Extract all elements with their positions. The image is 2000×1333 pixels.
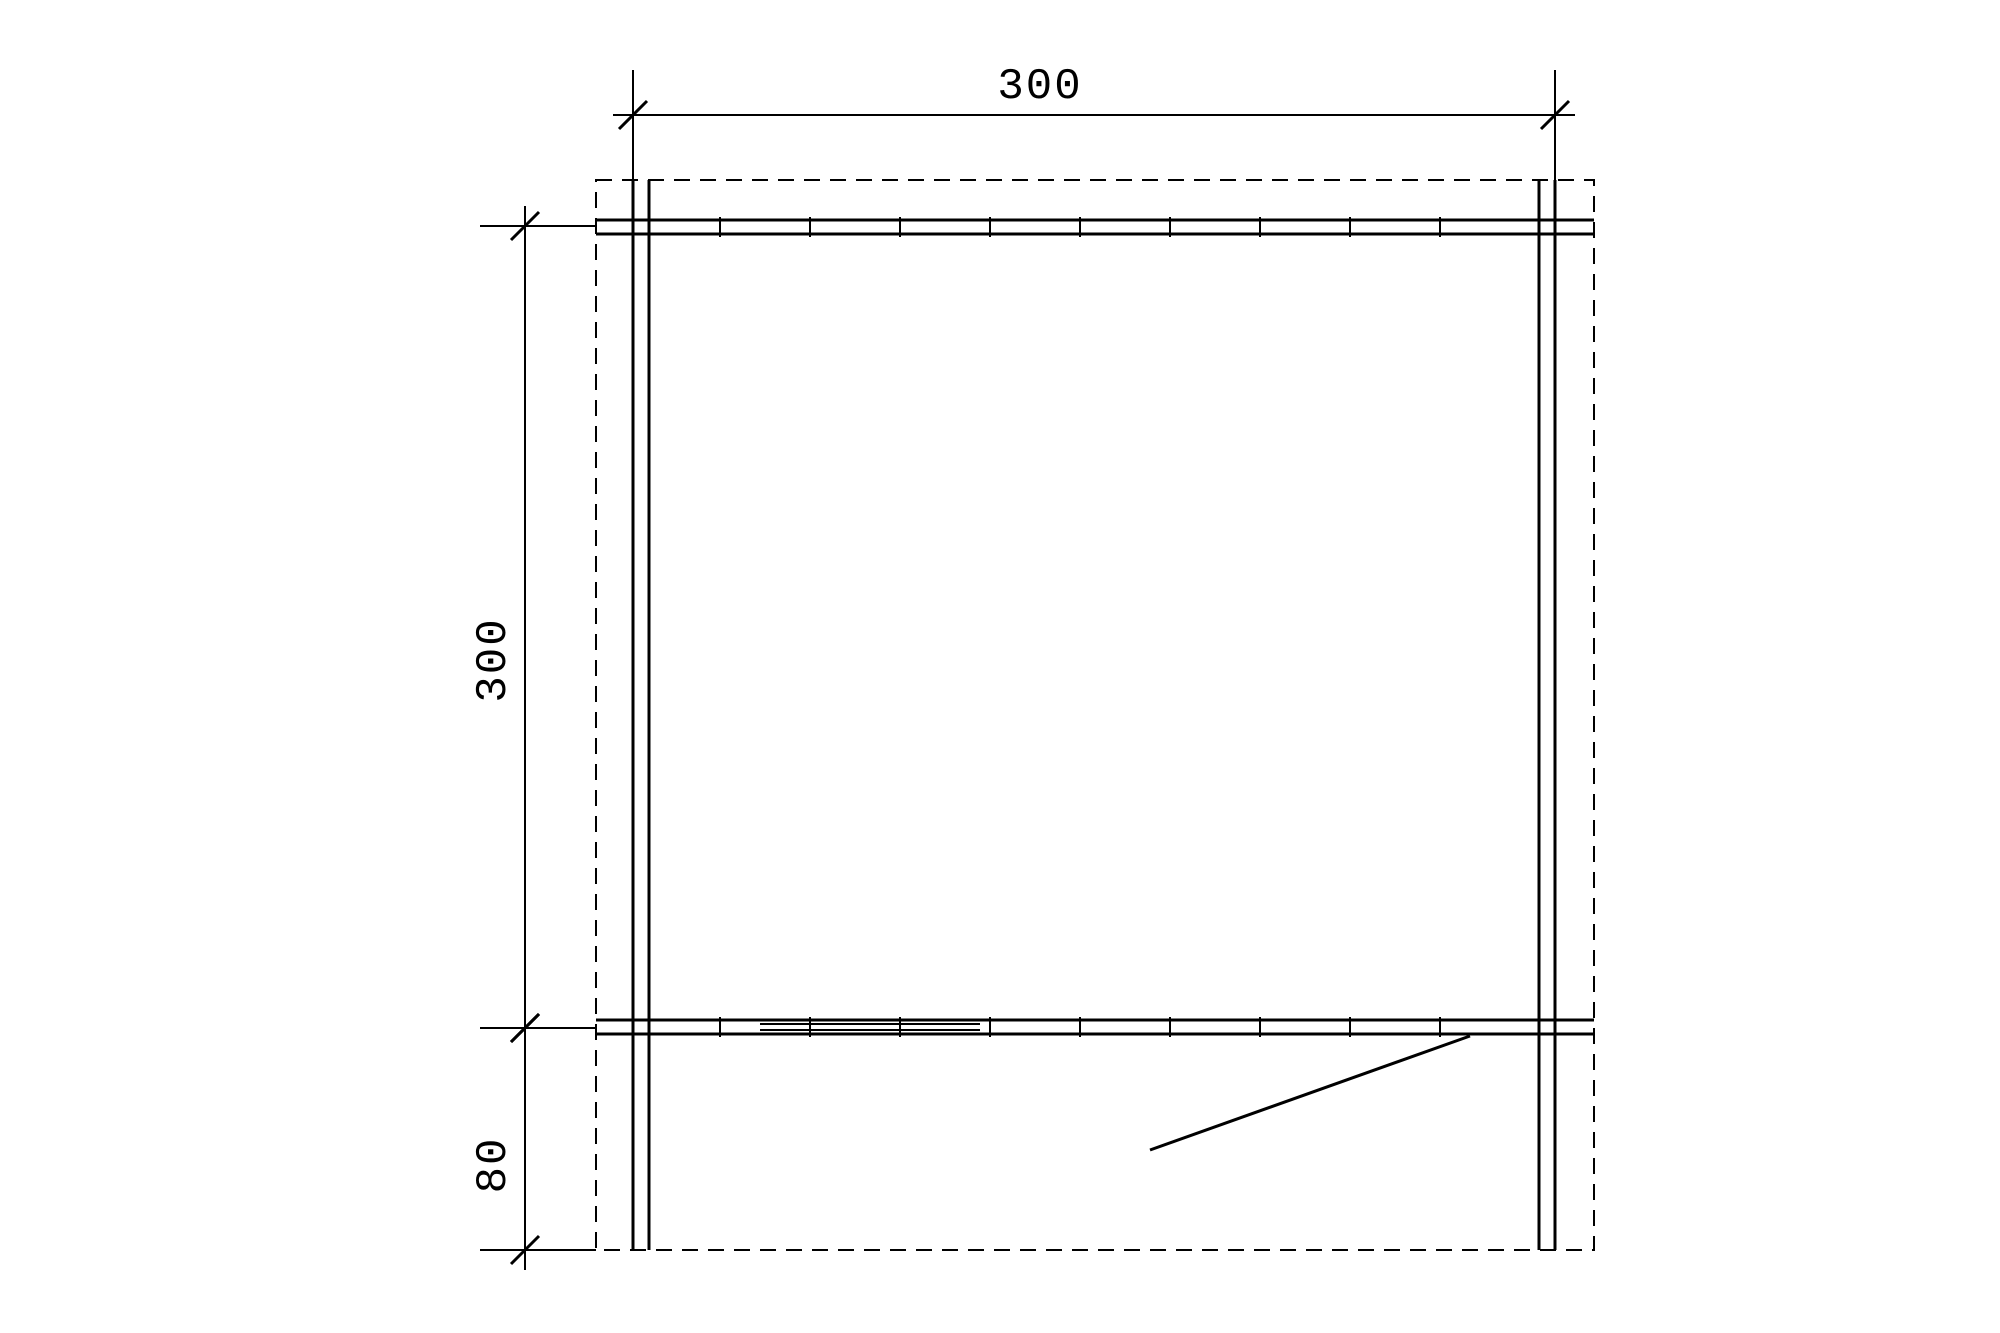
dim-width-label: 300 bbox=[997, 62, 1082, 112]
door-swing bbox=[1150, 1036, 1470, 1150]
roof-outline bbox=[596, 180, 1594, 1250]
dim-height-label: 300 bbox=[469, 617, 519, 702]
dim-overhang-label: 80 bbox=[469, 1137, 519, 1194]
